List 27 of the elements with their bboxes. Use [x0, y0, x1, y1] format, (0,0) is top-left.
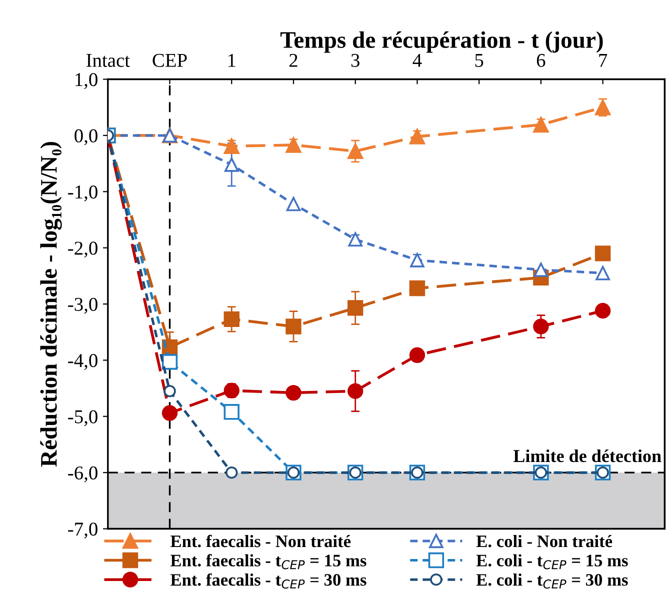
x-tick-label: 1	[228, 54, 236, 67]
y-tick-label: -5,0	[68, 410, 98, 426]
y-tick-label: 1,0	[76, 73, 98, 89]
x-tick-label: CEP	[152, 54, 187, 67]
ref-line-label: Limite de détection	[513, 449, 662, 462]
y-tick-label: -3,0	[68, 298, 98, 314]
y-tick-label: -2,0	[68, 242, 98, 258]
x-tick-label: 6	[536, 54, 546, 67]
x-axis-title: Temps de récupération - t (jour)	[280, 31, 603, 53]
x-tick-label: 4	[412, 54, 422, 67]
y-tick-label: -4,0	[68, 354, 98, 370]
y-tick-label: 0,0	[74, 129, 98, 146]
x-tick-label: 5	[475, 54, 484, 67]
x-tick-label: 7	[599, 54, 608, 67]
legend-label: E. coli - t$_{CEP}$ = 15 ms	[476, 554, 628, 570]
y-tick-label: -7,0	[68, 522, 98, 539]
y-tick-label: -6,0	[68, 466, 98, 482]
y-tick-label: -1,0	[68, 185, 98, 202]
legend-label: Ent. faecalis - t$_{CEP}$ = 30 ms	[170, 573, 366, 589]
x-tick-label: Intact	[86, 54, 130, 67]
x-tick-label: 3	[351, 54, 360, 67]
legend-label: Ent. faecalis - Non traité	[170, 534, 351, 548]
legend-label: E. coli - Non traité	[476, 534, 612, 548]
y-axis-title: Réduction décimale - log₁₀(N/N₀)	[40, 142, 62, 467]
legend-label: Ent. faecalis - t$_{CEP}$ = 15 ms	[170, 554, 366, 570]
x-tick-label: 2	[289, 54, 298, 67]
legend-label: E. coli - t$_{CEP}$ = 30 ms	[476, 574, 628, 589]
